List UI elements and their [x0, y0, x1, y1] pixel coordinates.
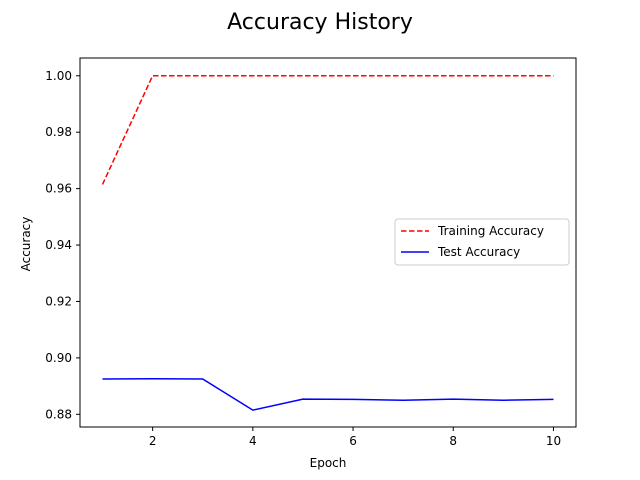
legend-label-0: Training Accuracy — [437, 224, 544, 238]
x-tick-label: 10 — [546, 434, 561, 448]
x-axis: 2 4 6 8 10 — [149, 427, 561, 448]
legend: Training Accuracy Test Accuracy — [394, 218, 570, 266]
legend-box — [394, 218, 570, 266]
plot-area — [79, 57, 577, 428]
x-tick-label: 6 — [349, 434, 357, 448]
x-axis-label: Epoch — [310, 456, 347, 470]
y-tick-label: 1.00 — [45, 69, 72, 83]
y-tick-label: 0.90 — [45, 351, 72, 365]
y-axis-label: Accuracy — [19, 217, 33, 272]
series-layer — [101, 75, 554, 411]
x-tick-label: 8 — [449, 434, 457, 448]
plot-frame — [79, 57, 577, 428]
y-tick-label: 0.94 — [45, 238, 72, 252]
x-tick-label: 2 — [149, 434, 157, 448]
series-line-1 — [102, 378, 554, 411]
x-tick-label: 4 — [249, 434, 257, 448]
y-tick-label: 0.88 — [45, 407, 72, 421]
chart-title: Accuracy History — [227, 10, 413, 35]
y-tick-label: 0.98 — [45, 125, 72, 139]
legend-label-1: Test Accuracy — [437, 245, 520, 259]
y-axis: 0.88 0.90 0.92 0.94 0.96 0.98 1.00 — [45, 69, 80, 421]
y-tick-label: 0.96 — [45, 182, 72, 196]
series-line-0 — [101, 75, 554, 185]
y-tick-label: 0.92 — [45, 294, 72, 308]
